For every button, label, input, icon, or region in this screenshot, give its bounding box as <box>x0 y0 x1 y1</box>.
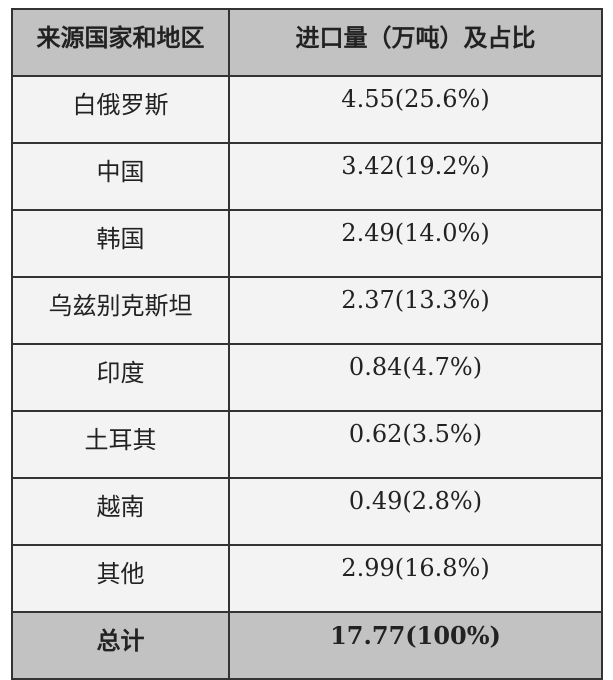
total-value: 17.77(100%) <box>228 611 603 680</box>
country-cell: 乌兹别克斯坦 <box>11 276 230 345</box>
country-cell: 中国 <box>11 142 230 211</box>
total-row: 总计 17.77(100%) <box>11 611 603 680</box>
table-row: 其他 2.99(16.8%) <box>11 544 603 613</box>
table-row: 印度 0.84(4.7%) <box>11 343 603 412</box>
import-value-cell: 4.55(25.6%) <box>228 75 603 144</box>
import-value-cell: 2.37(13.3%) <box>228 276 603 345</box>
table-row: 韩国 2.49(14.0%) <box>11 209 603 278</box>
table-row: 土耳其 0.62(3.5%) <box>11 410 603 479</box>
total-label: 总计 <box>11 611 230 680</box>
country-cell: 土耳其 <box>11 410 230 479</box>
header-country: 来源国家和地区 <box>11 8 230 77</box>
import-table: 来源国家和地区 进口量（万吨）及占比 白俄罗斯 4.55(25.6%) 中国 3.42… <box>11 8 603 680</box>
import-value-cell: 2.49(14.0%) <box>228 209 603 278</box>
table-row: 中国 3.42(19.2%) <box>11 142 603 211</box>
table-row: 越南 0.49(2.8%) <box>11 477 603 546</box>
country-cell: 其他 <box>11 544 230 613</box>
import-value-cell: 0.49(2.8%) <box>228 477 603 546</box>
country-cell: 印度 <box>11 343 230 412</box>
header-import-volume: 进口量（万吨）及占比 <box>228 8 603 77</box>
table-row: 白俄罗斯 4.55(25.6%) <box>11 75 603 144</box>
country-cell: 白俄罗斯 <box>11 75 230 144</box>
table-row: 乌兹别克斯坦 2.37(13.3%) <box>11 276 603 345</box>
import-value-cell: 2.99(16.8%) <box>228 544 603 613</box>
import-value-cell: 0.62(3.5%) <box>228 410 603 479</box>
header-row: 来源国家和地区 进口量（万吨）及占比 <box>11 8 603 77</box>
country-cell: 韩国 <box>11 209 230 278</box>
country-cell: 越南 <box>11 477 230 546</box>
import-value-cell: 0.84(4.7%) <box>228 343 603 412</box>
import-value-cell: 3.42(19.2%) <box>228 142 603 211</box>
